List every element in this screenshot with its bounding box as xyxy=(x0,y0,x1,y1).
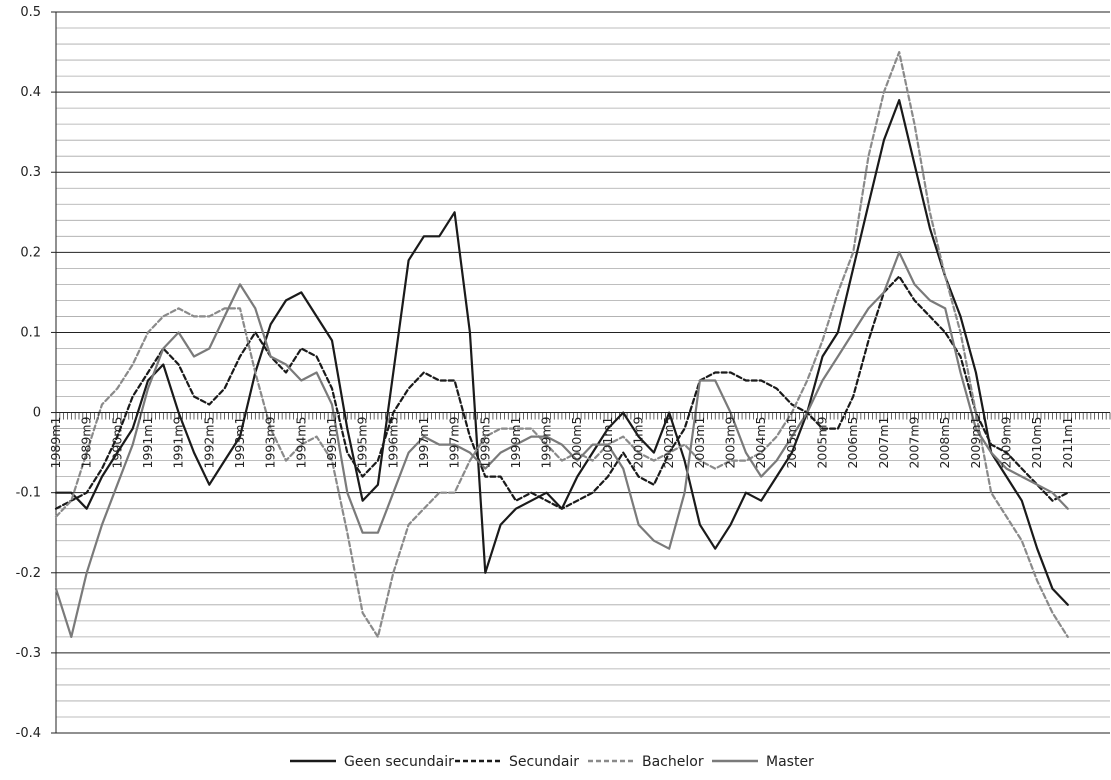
x-tick-label: 2009m9 xyxy=(999,417,1014,469)
x-tick-label: 2006m5 xyxy=(845,417,860,469)
x-tick-label: 2007m1 xyxy=(876,417,891,469)
legend-label: Secundair xyxy=(509,754,579,770)
x-tick-label: 2011m1 xyxy=(1060,417,1075,469)
y-axis: 0.5 0.4 0.3 0.2 0.1 0 -0.1 -0.2 -0.3 -0.4 xyxy=(16,5,57,741)
x-tick-label: 2003m9 xyxy=(723,417,738,469)
series-line-bachelor xyxy=(54,50,1069,639)
x-tick-label: 2004m5 xyxy=(753,417,768,469)
series-line-master xyxy=(54,251,1069,639)
x-tick-label: 2005m9 xyxy=(815,417,830,469)
x-tick-label: 2001m1 xyxy=(600,417,615,469)
x-tick-label: 2003m1 xyxy=(692,417,707,469)
x-axis: 1989m1 1989m9 1990m5 1991m1 1991m9 1992m5 1993… xyxy=(48,412,1111,469)
series-line-geen-secundair xyxy=(54,98,1069,606)
series-lines xyxy=(54,50,1069,639)
x-tick-label: 1991m9 xyxy=(171,417,186,469)
x-tick-label: 1998m5 xyxy=(477,417,492,469)
x-tick-label: 1990m5 xyxy=(109,417,124,469)
x-tick-label: 1996m5 xyxy=(385,417,400,469)
legend: Geen secundair Secundair Bachelor Master xyxy=(290,754,814,770)
grid-lines xyxy=(56,11,1110,734)
y-tick-label: 0.5 xyxy=(20,5,41,20)
x-tick-label: 1989m1 xyxy=(48,417,63,469)
x-tick-label: 1991m1 xyxy=(140,417,155,469)
y-tick-label: 0.4 xyxy=(20,85,41,100)
x-tick-label: 2000m5 xyxy=(569,417,584,469)
series-line-secundair xyxy=(54,275,1069,510)
x-tick-label: 2008m5 xyxy=(937,417,952,469)
y-tick-label: -0.1 xyxy=(16,486,41,501)
y-tick-label: 0.1 xyxy=(20,325,41,340)
x-tick-label: 1995m1 xyxy=(324,417,339,469)
y-tick-label: 0.2 xyxy=(20,245,41,260)
legend-label: Master xyxy=(766,754,814,770)
x-tick-label: 1992m5 xyxy=(201,417,216,469)
y-tick-label: -0.3 xyxy=(16,646,41,661)
x-tick-label: 2009m1 xyxy=(968,417,983,469)
x-tick-label: 1989m9 xyxy=(79,417,94,469)
x-tick-label: 2005m1 xyxy=(784,417,799,469)
x-tick-label: 1997m9 xyxy=(447,417,462,469)
legend-label: Bachelor xyxy=(642,754,704,770)
x-tick-label: 2010m5 xyxy=(1029,417,1044,469)
y-tick-label: 0.3 xyxy=(20,165,41,180)
y-tick-label: -0.4 xyxy=(16,726,41,741)
x-tick-label: 1994m5 xyxy=(293,417,308,469)
x-tick-label: 2007m9 xyxy=(907,417,922,469)
x-tick-label: 1999m9 xyxy=(539,417,554,469)
x-tick-label: 2002m5 xyxy=(661,417,676,469)
x-tick-label: 1997m1 xyxy=(416,417,431,469)
x-tick-label: 1993m9 xyxy=(263,417,278,469)
legend-label: Geen secundair xyxy=(344,754,454,770)
y-tick-label: -0.2 xyxy=(16,566,41,581)
x-tick-label: 1999m1 xyxy=(508,417,523,469)
y-tick-label: 0 xyxy=(33,406,41,421)
x-tick-label: 1993m1 xyxy=(232,417,247,469)
x-tick-label: 2001m9 xyxy=(631,417,646,469)
x-tick-label: 1995m9 xyxy=(355,417,370,469)
